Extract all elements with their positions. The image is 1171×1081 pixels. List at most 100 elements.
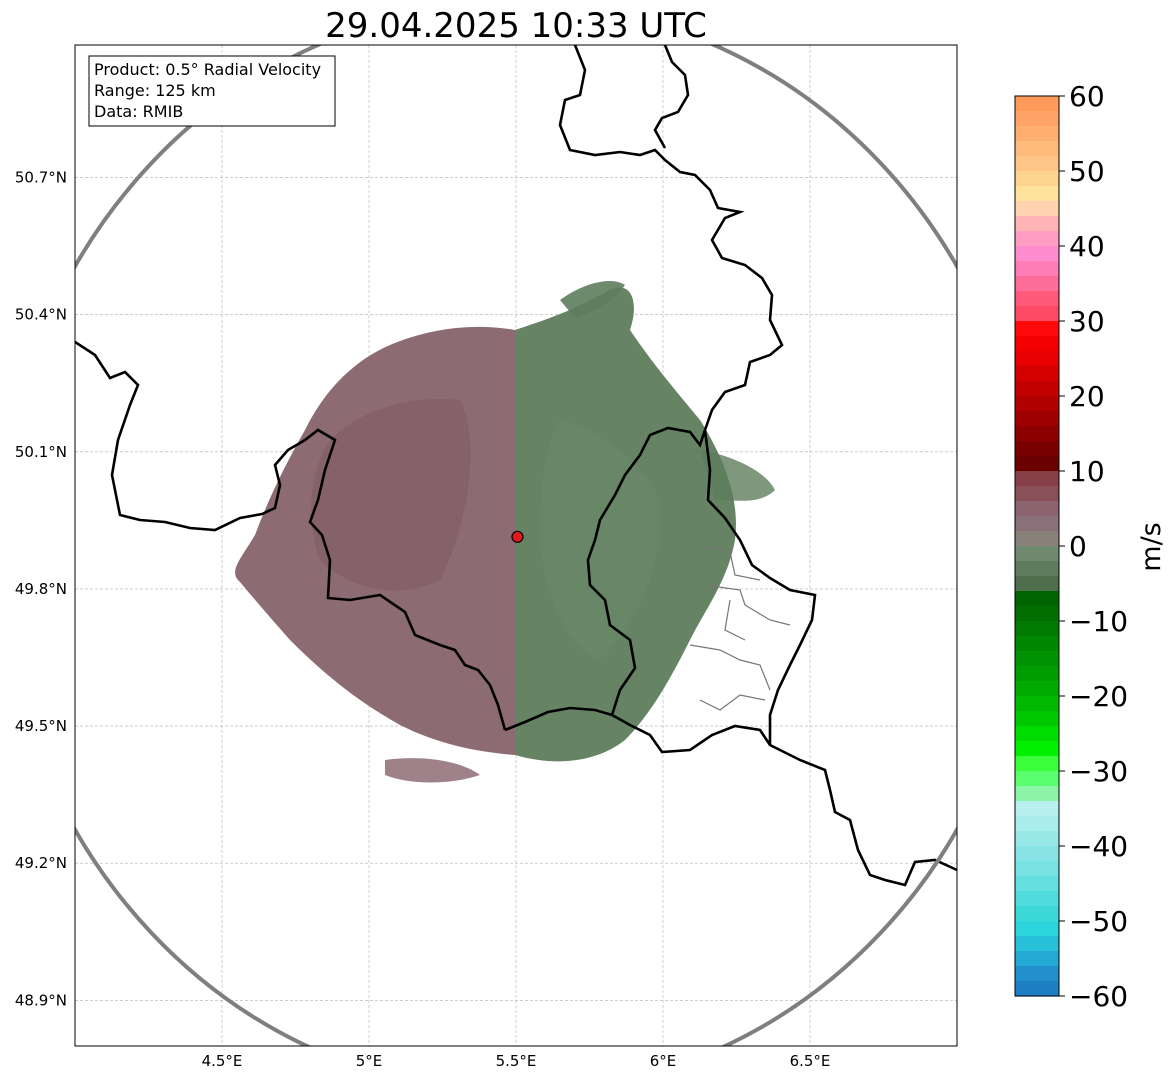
- colorbar-segment: [1015, 261, 1059, 277]
- colorbar-segment: [1015, 591, 1059, 607]
- y-tick-label: 49.5°N: [15, 717, 67, 735]
- x-tick-label: 5.5°E: [496, 1052, 537, 1070]
- colorbar-segment: [1015, 906, 1059, 922]
- colorbar-segment: [1015, 561, 1059, 577]
- colorbar-segment: [1015, 411, 1059, 427]
- y-tick-label: 50.7°N: [15, 169, 67, 187]
- colorbar-tick-label: −60: [1069, 980, 1128, 1013]
- colorbar-segment: [1015, 231, 1059, 247]
- colorbar-segment: [1015, 711, 1059, 727]
- colorbar-segment: [1015, 726, 1059, 742]
- latitude-ticks: 48.9°N 49.2°N 49.5°N 49.8°N 50.1°N 50.4°N 50.7…: [15, 169, 67, 1010]
- colorbar-tick-label: −40: [1069, 830, 1128, 863]
- echo-edge-south: [385, 758, 480, 783]
- colorbar-segment: [1015, 576, 1059, 592]
- colorbar-segment: [1015, 966, 1059, 982]
- colorbar-segment: [1015, 786, 1059, 802]
- colorbar-segment: [1015, 636, 1059, 652]
- info-range: Range: 125 km: [94, 81, 216, 100]
- colorbar-segment: [1015, 141, 1059, 157]
- info-product: Product: 0.5° Radial Velocity: [94, 60, 321, 79]
- y-tick-label: 48.9°N: [15, 991, 67, 1009]
- colorbar-segment: [1015, 276, 1059, 292]
- echo-texture-east: [540, 420, 661, 660]
- colorbar-ticks: 60 50 40 30 20 10 0 −10 −20 −30 −40 −50 −60: [1059, 80, 1128, 1013]
- colorbar: 60 50 40 30 20 10 0 −10 −20 −30 −40 −50 −60 m/s: [1014, 80, 1167, 1013]
- map-axes: 4.5°E 5°E 5.5°E 6°E 6.5°E 48.9°N 49.2°N 49.5°N…: [15, 44, 958, 1070]
- colorbar-segment: [1015, 426, 1059, 442]
- colorbar-segment: [1015, 816, 1059, 832]
- y-tick-label: 50.4°N: [15, 306, 67, 324]
- colorbar-segment: [1015, 321, 1059, 337]
- radar-site-marker[interactable]: [511, 530, 524, 543]
- colorbar-segment: [1015, 621, 1059, 637]
- colorbar-segment: [1015, 186, 1059, 202]
- map-frame: [74, 44, 958, 1047]
- border-germany-luxembourg: [703, 429, 817, 745]
- colorbar-segment: [1015, 606, 1059, 622]
- border-netherlands: [653, 45, 690, 149]
- colorbar-segment: [1015, 681, 1059, 697]
- colorbar-segment: [1015, 801, 1059, 817]
- colorbar-segment: [1015, 696, 1059, 712]
- colorbar-segment: [1015, 876, 1059, 892]
- info-box-frame: [88, 55, 336, 127]
- colorbar-segment: [1015, 441, 1059, 457]
- border-belgium-luxembourg: [586, 426, 707, 716]
- colorbar-segment: [1015, 381, 1059, 397]
- colorbar-tick-label: −10: [1069, 605, 1128, 638]
- y-tick-label: 49.8°N: [15, 580, 67, 598]
- y-tick-label: 49.2°N: [15, 854, 67, 872]
- info-box: Product: 0.5° Radial Velocity Range: 125…: [88, 55, 336, 127]
- colorbar-segment: [1015, 981, 1059, 997]
- info-data-source: Data: RMIB: [94, 102, 183, 121]
- colorbar-segment: [1015, 531, 1059, 547]
- colorbar-segment: [1015, 741, 1059, 757]
- colorbar-segment: [1015, 201, 1059, 217]
- colorbar-segment: [1015, 936, 1059, 952]
- colorbar-tick-label: 0: [1069, 530, 1087, 563]
- longitude-ticks: 4.5°E 5°E 5.5°E 6°E 6.5°E: [202, 1052, 831, 1070]
- colorbar-segment: [1015, 891, 1059, 907]
- colorbar-segment: [1015, 126, 1059, 142]
- colorbar-segment: [1015, 156, 1059, 172]
- colorbar-segment: [1015, 516, 1059, 532]
- colorbar-segment: [1015, 861, 1059, 877]
- colorbar-segment: [1015, 771, 1059, 787]
- y-tick-label: 50.1°N: [15, 443, 67, 461]
- colorbar-segment: [1015, 306, 1059, 322]
- internal-borders: [689, 544, 791, 711]
- border-belgium-france: [75, 340, 507, 731]
- x-tick-label: 4.5°E: [202, 1052, 243, 1070]
- colorbar-label: m/s: [1136, 522, 1167, 571]
- colorbar-tick-label: 50: [1069, 155, 1105, 188]
- colorbar-segment: [1015, 471, 1059, 487]
- colorbar-segment: [1015, 96, 1059, 112]
- echo-edge-northeast: [560, 280, 625, 318]
- x-tick-label: 5°E: [356, 1052, 383, 1070]
- colorbar-segment: [1015, 351, 1059, 367]
- radar-data-layer: [75, 45, 957, 887]
- colorbar-segment: [1015, 291, 1059, 307]
- colorbar-segment: [1015, 486, 1059, 502]
- colorbar-segment: [1015, 831, 1059, 847]
- border-luxembourg-france: [504, 706, 957, 887]
- border-germany-north: [558, 45, 784, 431]
- colorbar-segment: [1015, 336, 1059, 352]
- colorbar-segment: [1015, 546, 1059, 562]
- colorbar-segment: [1015, 396, 1059, 412]
- echo-edge-east: [700, 450, 775, 501]
- colorbar-segment: [1015, 666, 1059, 682]
- map-title: 29.04.2025 10:33 UTC: [325, 6, 707, 46]
- echo-texture-west: [311, 399, 471, 591]
- colorbar-segment: [1015, 366, 1059, 382]
- colorbar-segment: [1015, 171, 1059, 187]
- colorbar-tick-label: 30: [1069, 305, 1105, 338]
- colorbar-segment: [1015, 246, 1059, 262]
- colorbar-segment: [1015, 846, 1059, 862]
- colorbar-tick-label: 20: [1069, 380, 1105, 413]
- colorbar-segment: [1015, 651, 1059, 667]
- colorbar-tick-label: −30: [1069, 755, 1128, 788]
